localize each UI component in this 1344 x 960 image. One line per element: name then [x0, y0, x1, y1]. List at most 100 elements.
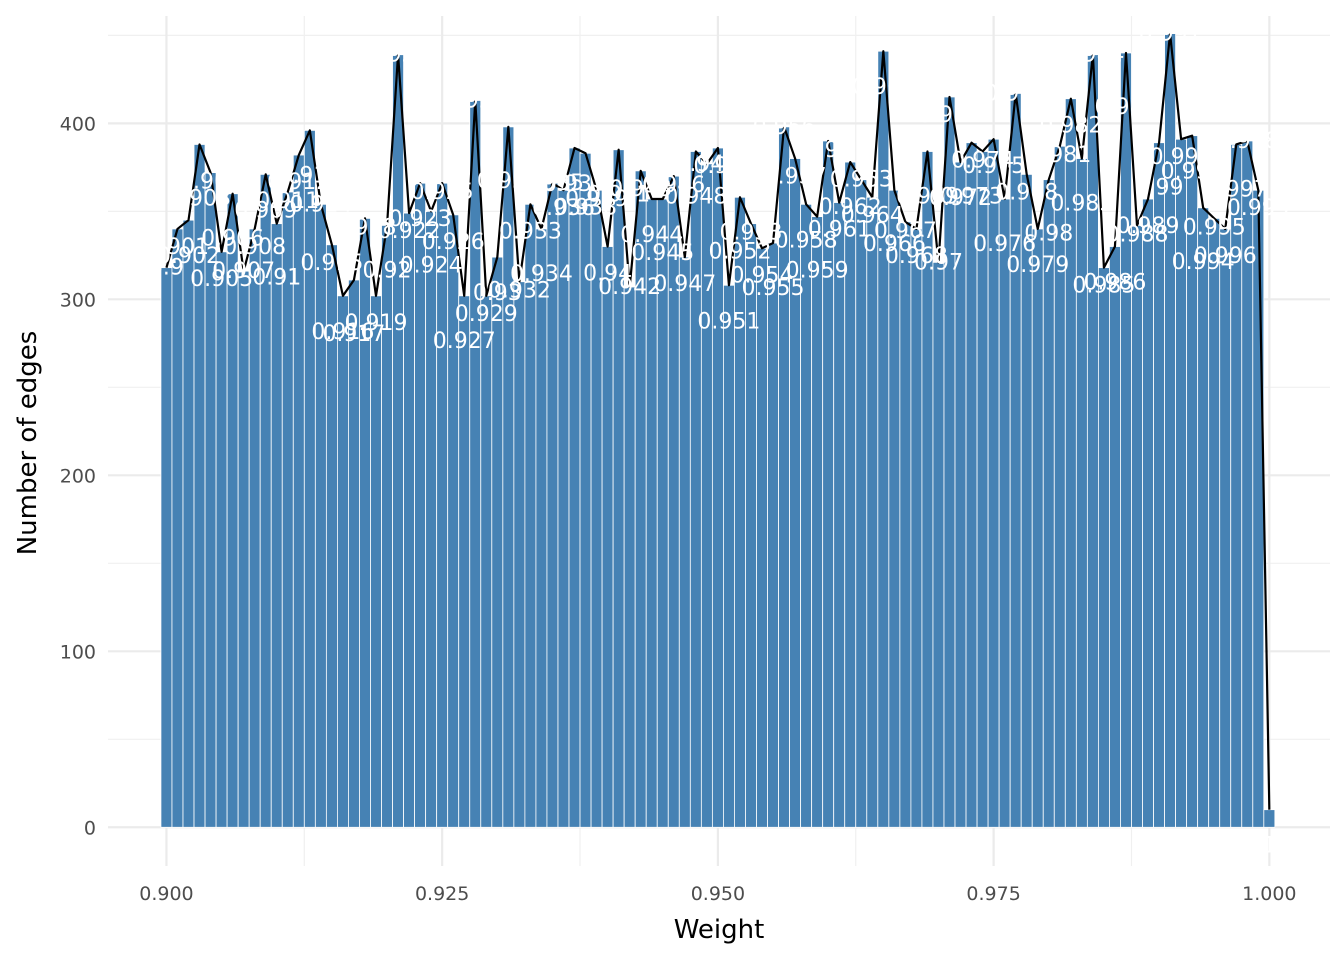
- bar: [469, 100, 482, 828]
- bar-label: 0.963: [830, 168, 893, 193]
- bar: [634, 170, 647, 828]
- bar-label: 0.927: [433, 329, 496, 354]
- bar-label: 0.904: [179, 170, 242, 195]
- bar-label: 0.919: [345, 311, 408, 336]
- bar-label: 0.946: [642, 173, 705, 198]
- bar: [392, 54, 404, 828]
- bar: [436, 182, 449, 828]
- bar: [1208, 217, 1221, 828]
- bar: [1120, 52, 1132, 828]
- bar-label: 0.968: [885, 244, 948, 269]
- bar-label: 0.913: [278, 163, 341, 188]
- bar-label: 0.952: [708, 239, 771, 264]
- y-tick-label: 200: [60, 465, 96, 487]
- bar-label: 0.903: [168, 186, 231, 211]
- y-tick-label: 400: [60, 113, 96, 135]
- bar-label: 0.942: [598, 275, 661, 300]
- bar-label: 0.967: [874, 219, 937, 244]
- bar: [811, 216, 824, 828]
- bar: [623, 286, 636, 828]
- bar-label: 0.933: [499, 219, 562, 244]
- bar-label: 0.994: [1172, 250, 1235, 275]
- bar-label: 0.982: [1039, 114, 1102, 139]
- bar-label: 0.953: [719, 221, 782, 246]
- bar: [866, 196, 879, 828]
- bar-label: 0.947: [653, 272, 716, 297]
- bar-label: 0.971: [918, 103, 981, 128]
- y-axis-title: Number of edges: [13, 331, 43, 556]
- y-axis-tick-labels: 0 100 200 300 400: [60, 113, 96, 839]
- bar-label: 0.945: [631, 241, 694, 266]
- bar-label: 0.962: [819, 195, 882, 220]
- bar-label: 0.912: [267, 170, 330, 195]
- x-axis-title: Weight: [674, 915, 765, 945]
- bar-label: 0.918: [333, 215, 396, 240]
- bar-label: 0.901: [146, 235, 209, 260]
- bar-label: 0.991: [1139, 22, 1202, 47]
- bar-label: 0.974: [951, 149, 1014, 174]
- bar: [767, 242, 779, 828]
- bar: [888, 189, 901, 828]
- bar-label: 0.9: [149, 256, 184, 281]
- bar-label: 0.902: [157, 244, 220, 269]
- bar-label: 0.961: [808, 218, 871, 243]
- bar: [910, 228, 923, 828]
- bar-label: 0.984: [1061, 43, 1124, 68]
- x-tick-label: 0.925: [415, 883, 469, 905]
- bar-label: 1: [1262, 834, 1276, 859]
- bar: [1053, 145, 1066, 828]
- bar: [215, 251, 228, 828]
- bar-label: 0.905: [190, 267, 253, 292]
- bar: [1097, 267, 1110, 828]
- bar-label: 0.932: [488, 279, 551, 304]
- bar: [1031, 228, 1044, 828]
- bar: [337, 295, 349, 828]
- bar: [160, 267, 173, 828]
- bar-label: 0.924: [400, 253, 463, 278]
- bar: [458, 295, 471, 828]
- bar: [535, 228, 548, 828]
- bar: [270, 223, 283, 828]
- bar-label: 0.959: [786, 259, 849, 284]
- bar: [601, 246, 614, 828]
- bar: [998, 198, 1011, 828]
- bar: [182, 219, 195, 828]
- bar-label: 0.954: [731, 263, 794, 288]
- bar-label: 0.977: [984, 81, 1047, 106]
- bar: [899, 221, 912, 828]
- bar-label: 0.972: [929, 186, 992, 211]
- bar: [425, 210, 438, 828]
- bar-label: 0.997: [1205, 177, 1268, 202]
- bar-label: 0.908: [223, 235, 286, 260]
- bar-label: 0.916: [311, 320, 374, 345]
- bar: [370, 295, 382, 828]
- bar: [314, 203, 327, 828]
- bar-label: 0.934: [510, 262, 573, 287]
- x-tick-label: 1.000: [1242, 883, 1296, 905]
- bar-label: 0.93: [473, 281, 522, 306]
- bar: [348, 279, 360, 828]
- bar-label: 0.976: [973, 232, 1036, 257]
- bar-label: 0.96: [804, 138, 853, 163]
- y-tick-label: 0: [84, 817, 96, 839]
- bar-label: 0.917: [322, 322, 385, 347]
- bar-label: 0.983: [1050, 192, 1113, 217]
- bar-label: 0.966: [863, 232, 926, 257]
- bar-label: 0.987: [1094, 95, 1157, 120]
- x-axis-tick-labels: 0.900 0.925 0.950 0.975 1.000: [139, 883, 1296, 905]
- bar: [855, 179, 868, 828]
- bar-label: 0.943: [609, 177, 672, 202]
- bar-label: 0.986: [1083, 271, 1146, 296]
- bar: [1131, 225, 1143, 828]
- bar: [303, 129, 316, 828]
- bar-label: 0.995: [1183, 215, 1246, 240]
- bar: [359, 217, 371, 828]
- bar-label: 0.993: [1161, 160, 1224, 185]
- bar: [723, 284, 735, 828]
- bar-label: 0.973: [940, 185, 1003, 210]
- bar-label: 0.98: [1024, 222, 1073, 247]
- bar-label: 0.911: [256, 189, 319, 214]
- bar-label: 0.915: [300, 251, 363, 276]
- bar-label: 0.965: [852, 75, 915, 100]
